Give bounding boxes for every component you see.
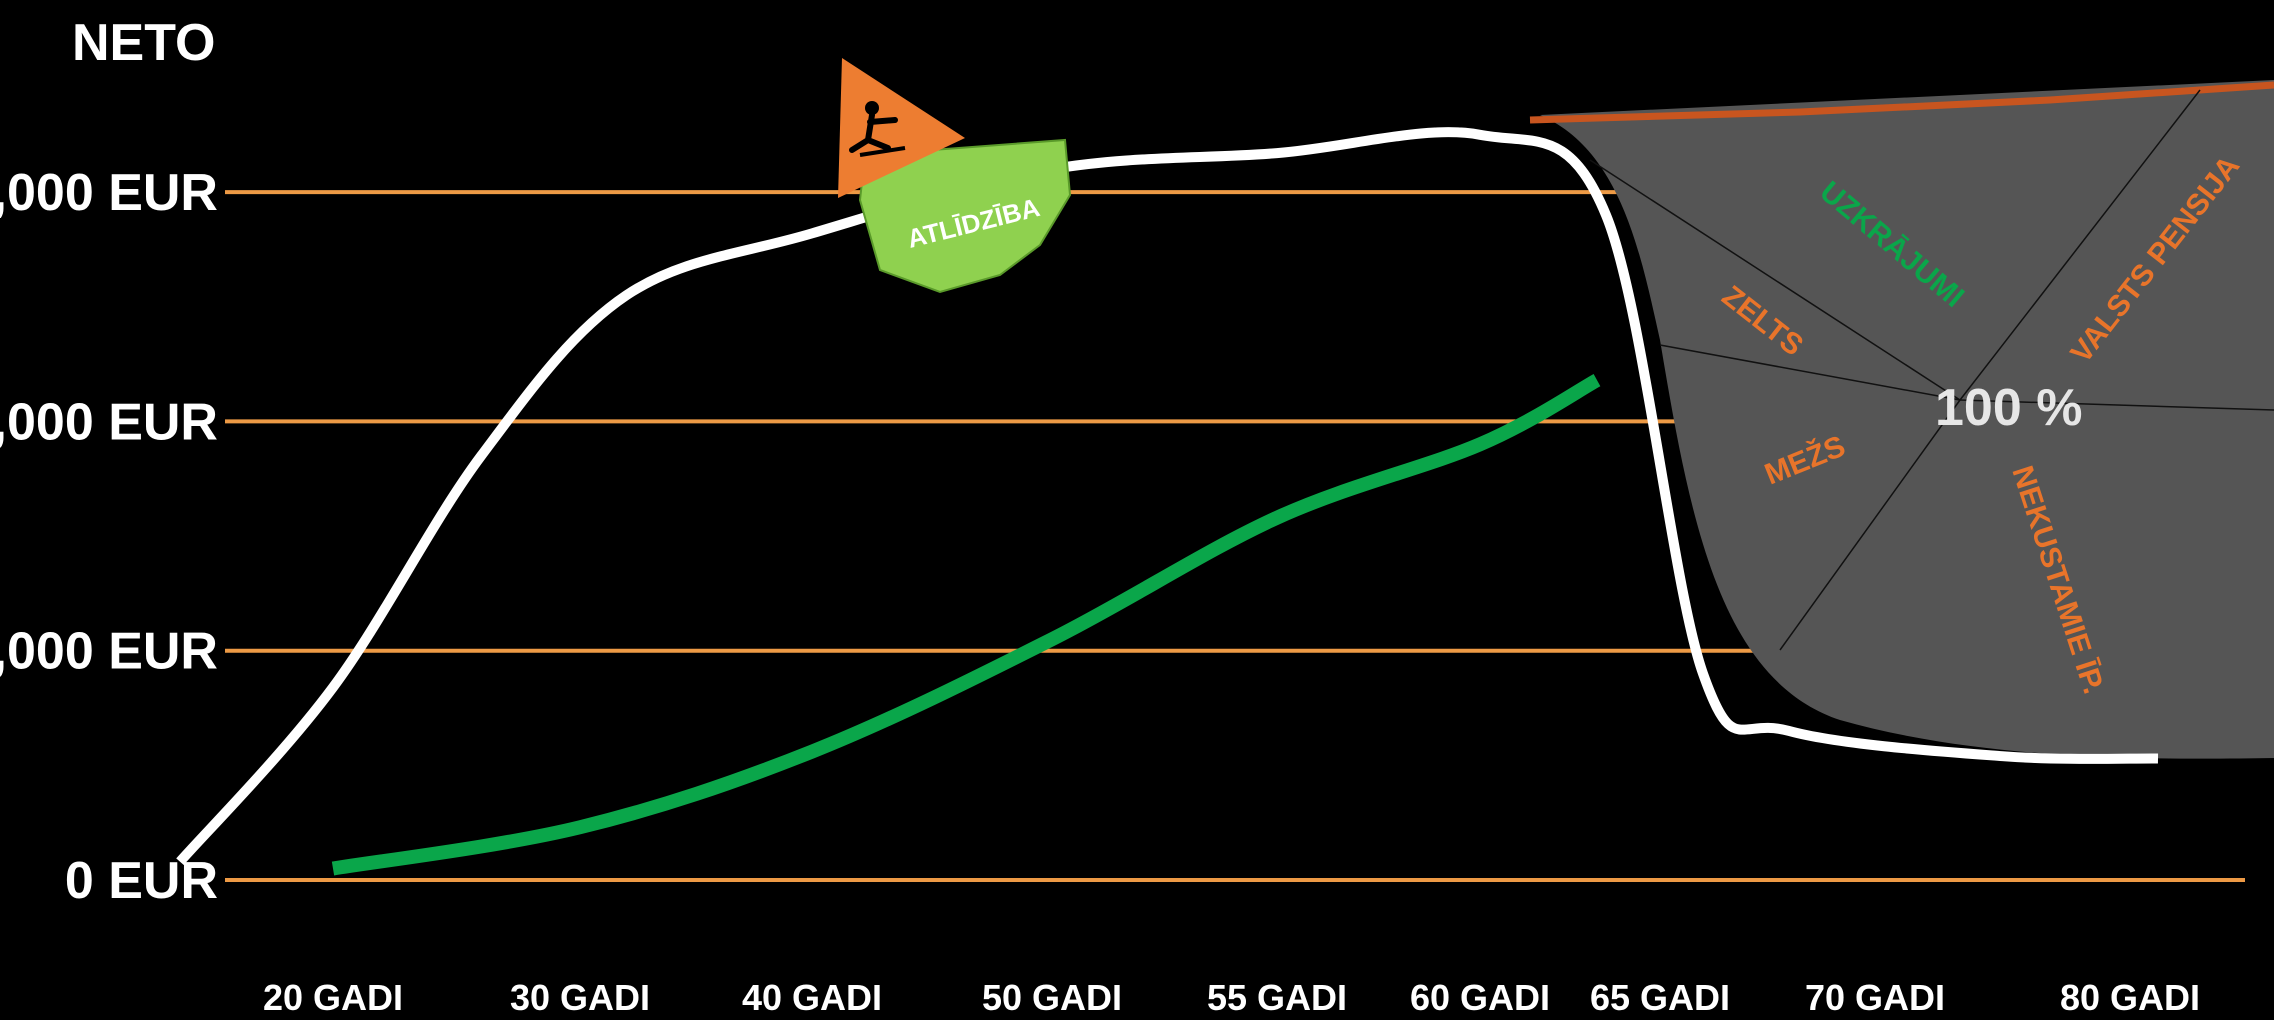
segment-divider xyxy=(1959,399,2274,411)
x-tick-label: 60 GADI xyxy=(1410,977,1550,1018)
x-tick-label: 50 GADI xyxy=(982,977,1122,1018)
x-tick-label: 40 GADI xyxy=(742,977,882,1018)
series-lines xyxy=(176,127,2159,876)
series-line-savings xyxy=(331,373,1601,876)
x-tick-label: 65 GADI xyxy=(1590,977,1730,1018)
y-tick-label: 0 EUR xyxy=(65,852,218,910)
y-axis-title: NETO xyxy=(72,14,216,72)
x-tick-label: 55 GADI xyxy=(1207,977,1347,1018)
segment-divider xyxy=(1779,399,1961,651)
x-tick-label: 30 GADI xyxy=(510,977,650,1018)
segment-divider xyxy=(1589,159,1961,401)
y-tick-label: 3,000 EUR xyxy=(0,164,218,222)
segment-divider xyxy=(1659,344,1961,401)
x-tick-label: 20 GADI xyxy=(263,977,403,1018)
series-line-income xyxy=(176,127,2159,865)
x-tick-label: 80 GADI xyxy=(2060,977,2200,1018)
retirement-area xyxy=(1540,80,2274,759)
retirement-top-line xyxy=(1529,81,2274,124)
retirement-region: ZELTS UZKRĀJUMI VALSTS PENSIJA MEŽS NEKU… xyxy=(1529,80,2274,759)
segment-divider xyxy=(1959,89,2201,401)
x-tick-label: 70 GADI xyxy=(1805,977,1945,1018)
callout: ATLĪDZĪBA xyxy=(838,58,1072,294)
callout-badge xyxy=(858,138,1072,294)
y-tick-label: 2,000 EUR xyxy=(0,393,218,451)
retirement-center-label: 100 % xyxy=(1935,379,2082,437)
slippery-warning-icon xyxy=(838,58,965,198)
y-tick-label: 1,000 EUR xyxy=(0,623,218,681)
x-tick-labels: 20 GADI 30 GADI 40 GADI 50 GADI 55 GADI 60 GA… xyxy=(263,977,2200,1018)
y-tick-labels: 0 EUR 1,000 EUR 2,000 EUR 3,000 EUR xyxy=(0,164,218,910)
